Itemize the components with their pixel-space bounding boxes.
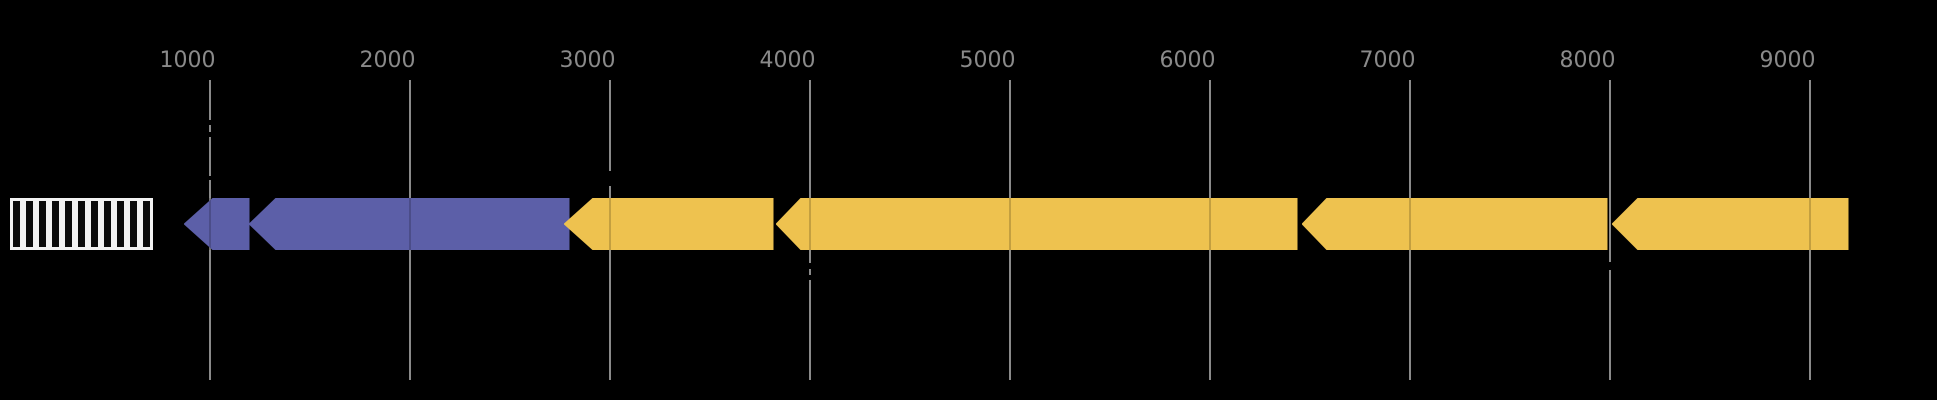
gridline-gap-1000: [207, 176, 212, 180]
feature-gene-yellow-3: [1301, 198, 1608, 250]
gridline-shade-1000: [208, 198, 211, 250]
axis-tick-label-7000: 7000: [1359, 48, 1416, 73]
gridline-gap-4000: [807, 275, 812, 280]
gridline-gap-1000: [207, 120, 212, 125]
axis-tick-label-5000: 5000: [959, 48, 1016, 73]
axis-tick-label-6000: 6000: [1159, 48, 1216, 73]
axis-gridline-8000: [1608, 80, 1611, 380]
gridline-shade-3000: [608, 198, 611, 250]
feature-gene-purple-2: [248, 198, 570, 250]
axis-tick-label-9000: 9000: [1759, 48, 1816, 73]
feature-gene-yellow-2: [775, 198, 1298, 250]
gridline-shade-7000: [1408, 198, 1411, 250]
feature-gene-yellow-4: [1611, 198, 1849, 250]
axis-tick-label-8000: 8000: [1559, 48, 1616, 73]
gridline-gap-8000: [1607, 262, 1612, 270]
axis-tick-label-3000: 3000: [559, 48, 616, 73]
gridline-shade-5000: [1008, 198, 1011, 250]
axis-tick-label-1000: 1000: [159, 48, 216, 73]
gridline-shade-9000: [1808, 198, 1811, 250]
gridline-shade-2000: [408, 198, 411, 250]
gridline-gap-1000: [207, 132, 212, 137]
gridline-shade-6000: [1208, 198, 1211, 250]
feature-gene-yellow-1: [563, 198, 774, 250]
feature-region-hatched: [9, 198, 153, 250]
feature-gene-purple-1: [183, 198, 250, 250]
gridline-gap-3000: [607, 171, 612, 186]
gridline-gap-4000: [807, 263, 812, 269]
axis-tick-label-2000: 2000: [359, 48, 416, 73]
gridline-shade-4000: [808, 198, 811, 250]
axis-tick-label-4000: 4000: [759, 48, 816, 73]
